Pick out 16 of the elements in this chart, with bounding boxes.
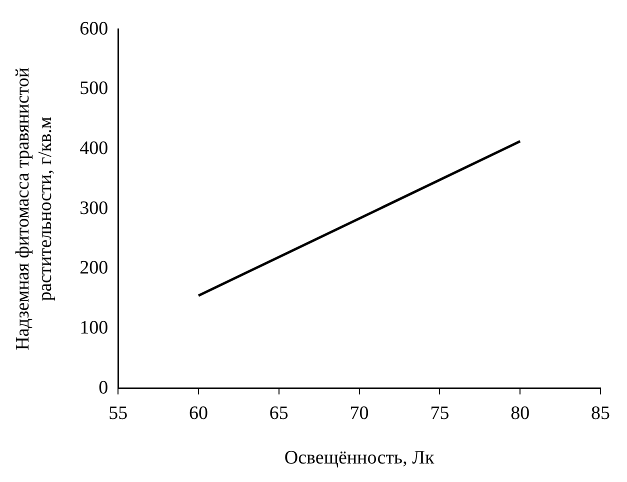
x-tick-label: 75: [430, 402, 450, 424]
y-tick-label: 500: [80, 78, 108, 100]
y-tick-label: 300: [80, 198, 108, 219]
x-tick-label: 60: [189, 402, 208, 424]
y-tick-label: 600: [80, 18, 108, 40]
x-axis-title: Освещённость, Лк: [284, 448, 435, 469]
y-tick-label: 200: [80, 258, 108, 279]
x-tick-label: 55: [108, 402, 128, 424]
y-tick-label: 400: [80, 138, 108, 160]
y-tick-label: 0: [98, 377, 108, 398]
x-tick-label: 85: [591, 402, 610, 424]
y-axis-title: Надземная фитомасса травянистой растительности, г/кв.м: [12, 67, 56, 350]
x-tick-label: 65: [269, 402, 288, 424]
x-tick-label: 80: [510, 402, 530, 424]
x-tick-label: 70: [350, 402, 369, 424]
y-tick-label: 100: [80, 318, 108, 339]
